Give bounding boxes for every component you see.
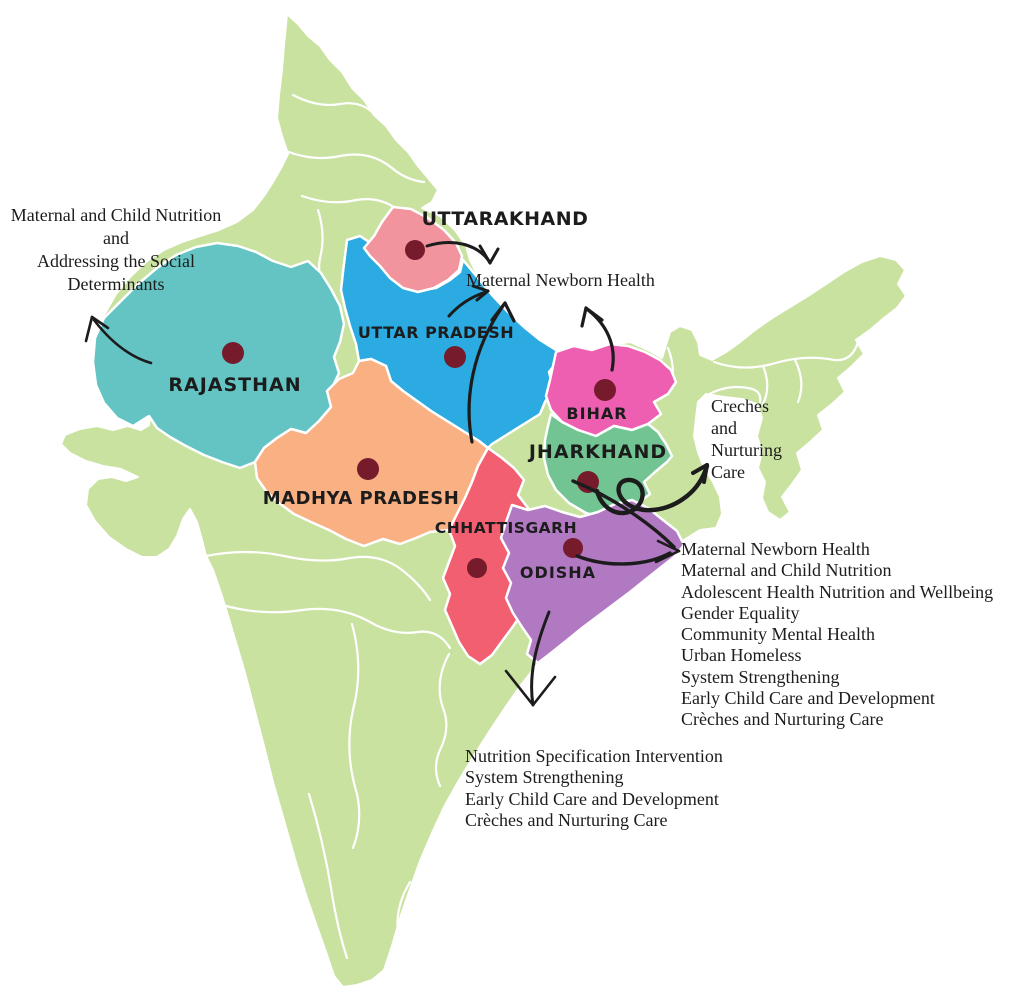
marker-dot-madhya-pradesh — [357, 458, 379, 480]
annotation-creches-nurturing-care: Creches and Nurturing Care — [711, 395, 782, 483]
state-label-jharkhand: JHARKHAND — [528, 441, 668, 463]
arrow-odisha-to-odisha-programs — [504, 610, 557, 707]
program-list-item: Adolescent Health Nutrition and Wellbein… — [681, 581, 994, 602]
border-line — [704, 385, 762, 404]
annotation-east-programs-list: Maternal Newborn Health Maternal and Chi… — [681, 539, 993, 731]
marker-dot-jharkhand — [577, 471, 599, 493]
program-list-item: Crèches and Nurturing Care — [681, 709, 884, 730]
arrow-jharkhand-odisha-to-east-programs — [571, 479, 681, 566]
border-line — [396, 880, 412, 942]
border-line — [793, 358, 803, 404]
marker-dot-uttarakhand — [405, 240, 425, 260]
annotation-line: Care — [711, 462, 745, 482]
state-label-bihar: BIHAR — [566, 404, 628, 423]
program-list-item: System Strengthening — [465, 767, 624, 788]
program-list-item: Community Mental Health — [681, 624, 875, 645]
annotation-line: Determinants — [67, 274, 165, 294]
arrow-uttarakhand-to-maternal-newborn — [425, 241, 500, 265]
annotation-maternal-newborn-health: Maternal Newborn Health — [466, 270, 655, 290]
annotation-line: and — [711, 418, 737, 438]
internal-state-borders — [204, 93, 860, 960]
marker-dot-bihar — [594, 379, 616, 401]
state-label-odisha: ODISHA — [519, 563, 597, 582]
arrow-jharkhand-to-creches — [594, 463, 710, 516]
program-list-item: Crèches and Nurturing Care — [465, 809, 668, 830]
state-label-madhya-pradesh: MADHYA PRADESH — [262, 488, 460, 509]
border-line — [348, 622, 361, 850]
program-list-item: Gender Equality — [681, 602, 800, 623]
state-shape-jharkhand — [542, 412, 674, 520]
highlighted-states — [91, 205, 686, 666]
program-list-item: Maternal Newborn Health — [681, 539, 870, 559]
state-shape-odisha — [499, 498, 686, 665]
state-label-uttar-pradesh: UTTAR PRADESH — [357, 323, 515, 342]
program-list-item: System Strengthening — [681, 666, 840, 687]
annotation-arrows — [84, 241, 710, 707]
state-label-chhattisgarh: CHHATTISGARH — [434, 519, 578, 537]
arrow-bihar-to-maternal-newborn — [580, 306, 615, 372]
program-list-item: Early Child Care and Development — [465, 788, 719, 809]
border-line — [712, 340, 860, 369]
arrow-up-long-to-maternal-newborn — [467, 301, 516, 444]
border-line — [760, 364, 769, 408]
arrow-rajasthan-to-social-determinants — [84, 315, 153, 365]
marker-dot-rajasthan — [222, 342, 244, 364]
annotation-line: Nurturing — [711, 440, 782, 460]
border-line — [307, 792, 349, 960]
program-list-item: Urban Homeless — [681, 645, 802, 666]
border-line — [224, 604, 452, 650]
border-line — [434, 652, 451, 788]
state-label-uttarakhand: UTTARAKHAND — [421, 208, 589, 230]
program-list-item: Maternal and Child Nutrition — [681, 560, 892, 581]
marker-dot-chhattisgarh — [467, 558, 487, 578]
annotation-odisha-programs-list: Nutrition Specification Intervention Sys… — [465, 746, 723, 831]
annotation-line: Creches — [711, 396, 769, 416]
program-list-item: Nutrition Specification Intervention — [465, 746, 723, 766]
annotation-line: Addressing the Social — [37, 251, 195, 271]
annotation-line: Maternal and Child Nutrition — [10, 205, 222, 225]
program-list-item: Early Child Care and Development — [681, 688, 935, 709]
border-line — [282, 148, 426, 184]
border-line — [204, 550, 432, 602]
state-shape-madhya-pradesh — [253, 357, 490, 548]
arrow-up-short-to-maternal-newborn — [447, 284, 490, 318]
state-marker-dots — [222, 240, 616, 578]
annotation-social-determinants: Maternal and Child Nutrition and Address… — [8, 204, 224, 296]
marker-dot-odisha — [563, 538, 583, 558]
border-line — [291, 93, 378, 118]
marker-dot-uttar-pradesh — [444, 346, 466, 368]
annotation-line: and — [103, 228, 129, 248]
state-label-rajasthan: RAJASTHAN — [168, 374, 302, 396]
